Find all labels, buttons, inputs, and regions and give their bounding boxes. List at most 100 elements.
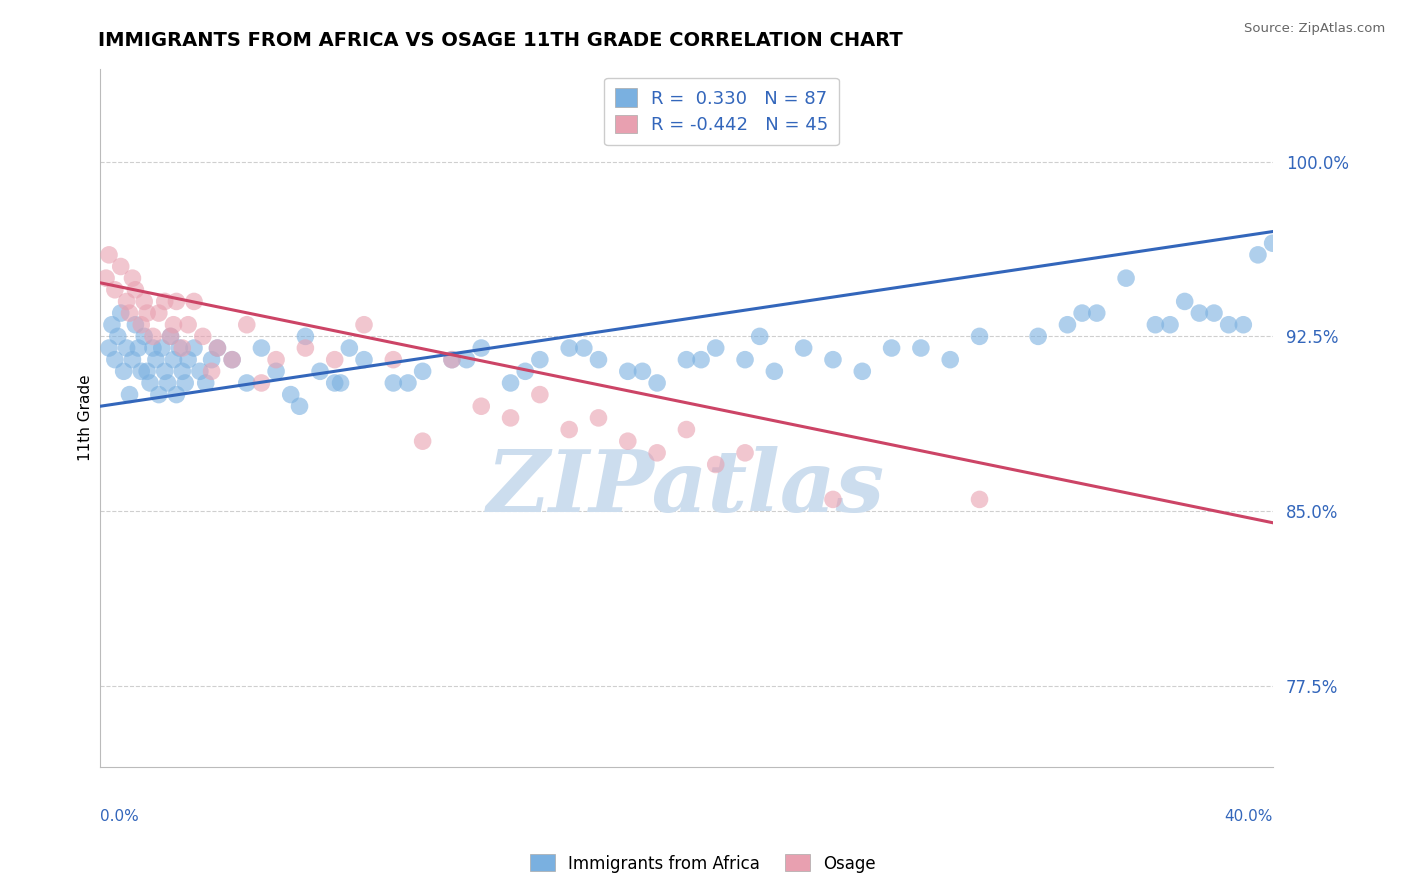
Point (734, 352, 756, 367)
Point (617, 434, 640, 449)
Point (236, 318, 259, 332)
Point (104, 352, 127, 367)
Point (470, 341, 492, 355)
Point (172, 341, 194, 355)
Point (396, 376, 419, 390)
Point (280, 387, 302, 401)
Point (617, 364, 640, 378)
Point (101, 318, 124, 332)
Point (148, 387, 170, 401)
Point (1247, 248, 1270, 262)
Point (142, 341, 165, 355)
Point (645, 376, 668, 390)
Point (558, 423, 581, 437)
Point (329, 376, 352, 390)
Point (499, 410, 522, 425)
Point (1071, 306, 1094, 320)
Point (294, 329, 316, 343)
Point (1159, 318, 1181, 332)
Point (177, 352, 200, 367)
Point (529, 387, 551, 401)
Point (98, 248, 121, 262)
Point (1056, 318, 1078, 332)
Point (529, 352, 551, 367)
Point (162, 318, 184, 332)
Point (821, 492, 844, 507)
Point (264, 352, 287, 367)
Point (121, 271, 143, 285)
Point (121, 352, 143, 367)
Point (183, 294, 205, 309)
Point (1115, 271, 1137, 285)
Point (174, 376, 197, 390)
Point (191, 329, 214, 343)
Point (124, 283, 146, 297)
Point (412, 364, 434, 378)
Point (910, 341, 932, 355)
Point (134, 329, 156, 343)
Point (1174, 294, 1197, 309)
Point (129, 318, 152, 332)
Point (153, 364, 176, 378)
Point (748, 329, 770, 343)
Point (194, 376, 217, 390)
Point (118, 306, 141, 320)
Point (156, 376, 179, 390)
Point (969, 492, 991, 507)
Point (1218, 318, 1240, 332)
Point (323, 376, 346, 390)
Point (675, 352, 697, 367)
Legend: R =  0.330   N = 87, R = -0.442   N = 45: R = 0.330 N = 87, R = -0.442 N = 45 (605, 78, 839, 145)
Point (221, 352, 243, 367)
Text: 40.0%: 40.0% (1225, 809, 1272, 824)
Point (134, 294, 156, 309)
Point (139, 376, 162, 390)
Point (704, 458, 727, 472)
Point (353, 352, 375, 367)
Point (323, 352, 346, 367)
Point (188, 364, 211, 378)
Text: Source: ZipAtlas.com: Source: ZipAtlas.com (1244, 22, 1385, 36)
Point (165, 294, 187, 309)
Point (98, 341, 121, 355)
Point (353, 318, 375, 332)
Point (763, 364, 786, 378)
Point (94, 271, 117, 285)
Point (118, 387, 141, 401)
Point (821, 352, 844, 367)
Point (440, 352, 463, 367)
Point (221, 352, 243, 367)
Point (129, 364, 152, 378)
Point (153, 294, 176, 309)
Point (110, 260, 132, 274)
Point (294, 341, 316, 355)
Legend: Immigrants from Africa, Osage: Immigrants from Africa, Osage (523, 847, 883, 880)
Point (558, 341, 581, 355)
Point (880, 341, 903, 355)
Point (515, 364, 537, 378)
Point (162, 352, 184, 367)
Point (169, 341, 191, 355)
Point (939, 352, 962, 367)
Point (288, 399, 311, 413)
Point (675, 423, 697, 437)
Point (145, 352, 167, 367)
Point (159, 329, 181, 343)
Point (177, 318, 200, 332)
Point (382, 352, 405, 367)
Point (136, 364, 159, 378)
Point (440, 352, 463, 367)
Point (645, 446, 668, 460)
Point (631, 364, 654, 378)
Point (112, 364, 135, 378)
Text: 0.0%: 0.0% (100, 809, 139, 824)
Point (588, 410, 610, 425)
Point (851, 364, 873, 378)
Point (456, 352, 478, 367)
Point (250, 376, 273, 390)
Point (142, 329, 165, 343)
Point (115, 294, 138, 309)
Point (165, 387, 187, 401)
Point (382, 376, 405, 390)
Point (1085, 306, 1108, 320)
